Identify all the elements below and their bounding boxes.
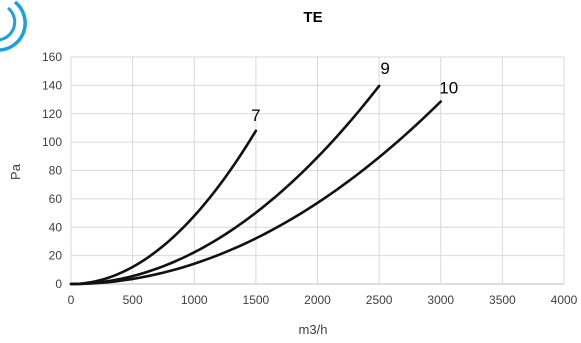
y-tick-label: 140 [42,78,62,92]
brand-logo-arc-outer [0,0,27,52]
x-tick-label: 0 [68,293,75,307]
y-tick-label: 100 [42,135,62,149]
x-tick-label: 2000 [304,293,331,307]
series-line-10 [69,100,443,286]
chart-title: TE [303,9,322,26]
series-label-7: 7 [251,106,260,125]
series-label-10: 10 [439,78,458,97]
y-tick-label: 20 [49,249,63,263]
grid [70,56,565,285]
series-label-9: 9 [380,59,389,78]
series-lines [69,84,443,286]
y-tick-label: 60 [49,192,63,206]
x-axis-title: m3/h [299,322,328,337]
x-tick-label: 1000 [181,293,208,307]
x-tick-label: 500 [123,293,143,307]
x-tick-label: 1500 [243,293,270,307]
y-tick-label: 120 [42,107,62,121]
series-labels: 7 9 10 [251,59,458,125]
x-tick-label: 3000 [427,293,454,307]
y-tick-label: 160 [42,50,62,64]
x-tick-label: 3500 [489,293,516,307]
x-tick-labels: 0 500 1000 1500 2000 2500 3000 3500 4000 [68,293,578,307]
series-line-7 [69,129,258,286]
y-axis-title: Pa [8,163,23,180]
y-tick-label: 80 [49,164,63,178]
brand-logo-arc-inner [0,6,17,42]
y-tick-label: 0 [55,277,62,291]
y-tick-label: 40 [49,220,63,234]
x-tick-label: 4000 [551,293,578,307]
y-tick-labels: 0 20 40 60 80 100 120 140 160 [42,50,62,291]
series-line-9 [69,84,381,286]
brand-logo [0,0,27,52]
x-tick-label: 2500 [366,293,393,307]
